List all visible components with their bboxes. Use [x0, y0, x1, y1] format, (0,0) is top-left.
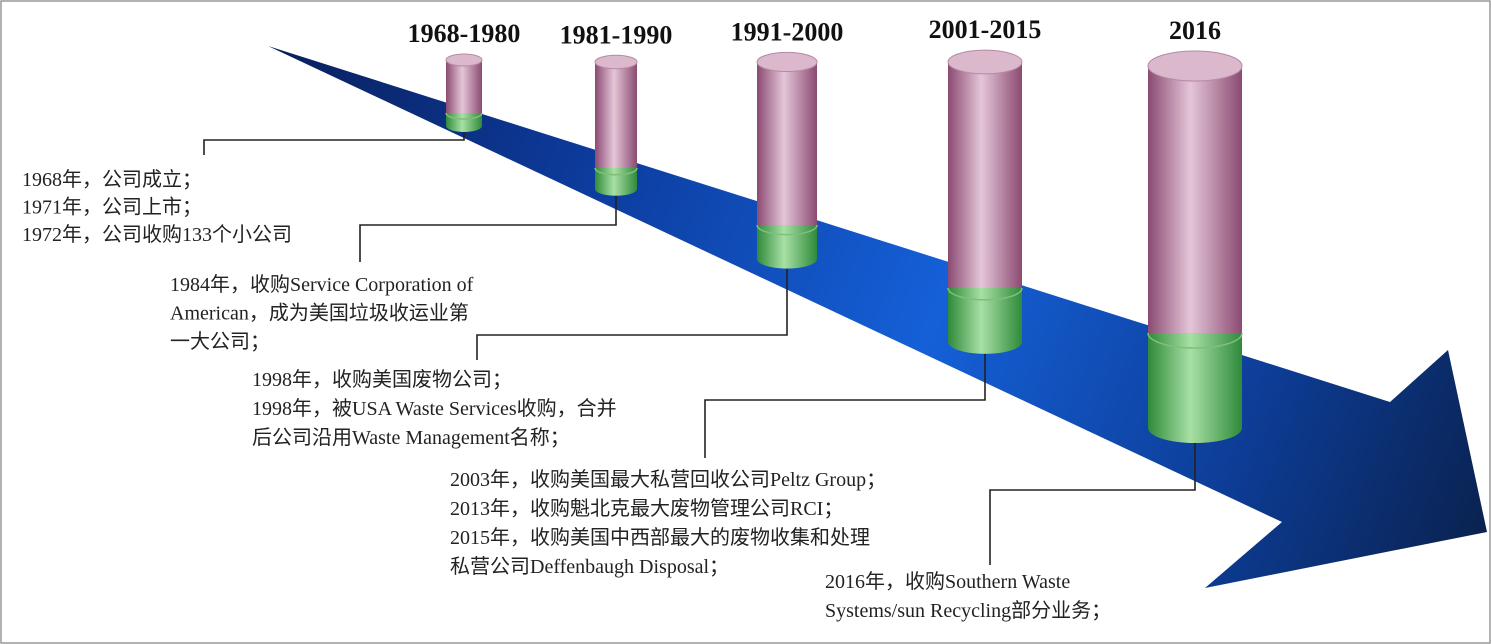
connector [704, 353, 986, 458]
cylinder-bottom [1148, 412, 1242, 444]
cylinder-band [445, 112, 483, 120]
connector [476, 268, 788, 360]
note-line: 2003年，收购美国最大私营回收公司Peltz Group； [450, 468, 886, 491]
cylinder-top [594, 54, 638, 70]
connector [989, 443, 1196, 565]
note-line: 1984年，收购Service Corporation of [170, 273, 474, 296]
connector [359, 195, 617, 262]
cylinder-body [1148, 66, 1242, 333]
cylinder-top [756, 51, 818, 73]
cylinder-top [947, 49, 1023, 75]
cylinder-base [1148, 333, 1242, 428]
note-line: 1971年，公司上市； [22, 196, 202, 219]
note-line: 1998年，被USA Waste Services收购，合并 [252, 397, 617, 420]
note-line: 一大公司； [170, 330, 270, 353]
note-line: 2015年，收购美国中西部最大的废物收集和处理 [450, 526, 870, 549]
cylinder-bottom [757, 249, 817, 269]
cylinder-band [947, 287, 1023, 301]
cylinders [445, 49, 1243, 444]
period-label: 1981-1990 [560, 20, 673, 49]
labels: 1968-1980 1968年，公司成立； 1971年，公司上市； 1972年，公司收… [22, 15, 1221, 622]
cylinder-bottom [446, 120, 482, 132]
cylinder-top [1147, 50, 1243, 82]
cylinder-band [1147, 332, 1243, 349]
note-line: 2013年，收购魁北克最大废物管理公司RCI； [450, 497, 843, 520]
cylinder-bottom [595, 182, 637, 196]
note-line: 私营公司Deffenbaugh Disposal； [450, 555, 729, 578]
period-label: 2001-2015 [929, 15, 1042, 44]
cylinder-body [948, 62, 1022, 288]
cylinder-band [594, 167, 638, 176]
note-line: Systems/sun Recycling部分业务； [825, 599, 1111, 622]
period-label: 2016 [1169, 16, 1221, 45]
cylinder-band [756, 224, 818, 236]
note-line: American，成为美国垃圾收运业第 [170, 302, 469, 325]
cylinder-bottom [948, 330, 1022, 354]
note-line: 1998年，收购美国废物公司； [252, 368, 512, 391]
cylinder-body [595, 62, 637, 168]
connector [203, 132, 465, 155]
cylinder-top [445, 53, 483, 67]
timeline-arrow [268, 46, 1487, 588]
cylinder-body [757, 62, 817, 225]
note-line: 2016年，收购Southern Waste [825, 570, 1070, 593]
note-line: 后公司沿用Waste Management名称； [252, 426, 570, 449]
note-line: 1968年，公司成立； [22, 168, 202, 191]
note-line: 1972年，公司收购133个小公司 [22, 223, 292, 246]
period-label: 1968-1980 [408, 19, 521, 48]
period-label: 1991-2000 [731, 17, 844, 46]
cylinder-body [446, 60, 482, 113]
